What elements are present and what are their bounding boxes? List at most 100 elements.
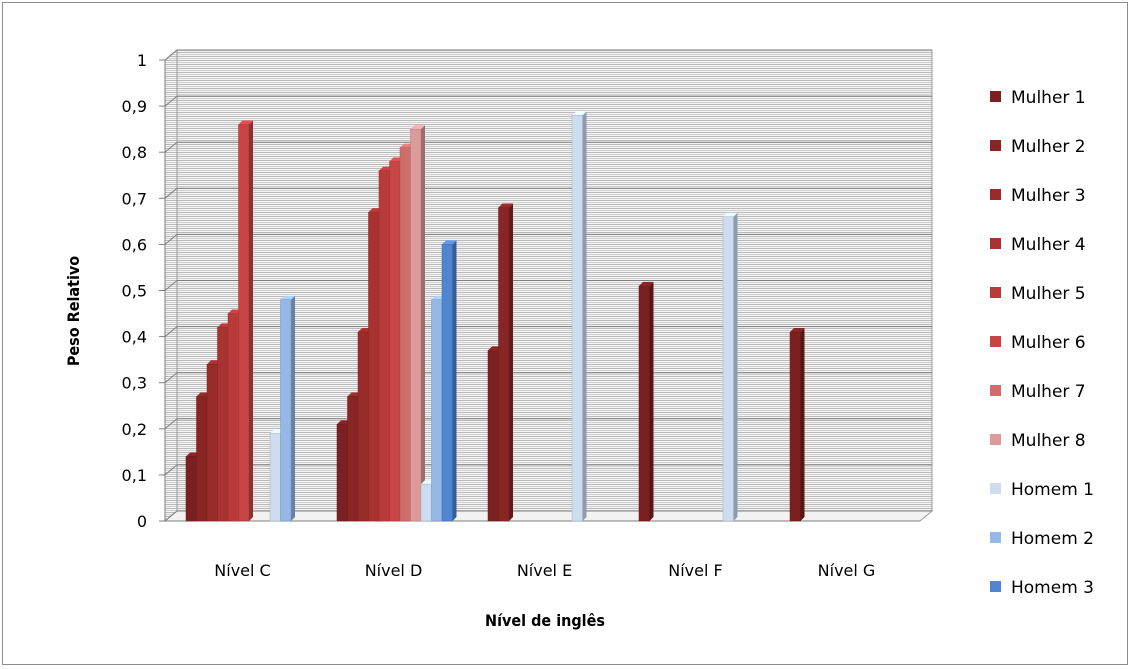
y-axis-title: Peso Relativo	[64, 256, 83, 366]
legend-label: Mulher 2	[1011, 137, 1086, 157]
gridline	[164, 187, 932, 199]
bar-front	[722, 216, 734, 522]
bar-top	[238, 120, 253, 125]
bar-front	[217, 327, 229, 522]
bar-front	[389, 161, 401, 522]
bar-front	[420, 483, 432, 522]
legend-swatch	[990, 189, 1001, 200]
y-tick-label: 0	[137, 512, 147, 531]
bar-front	[206, 364, 218, 522]
bar-front	[399, 147, 411, 522]
bar-top	[442, 240, 457, 245]
bar-front	[378, 170, 390, 522]
legend-swatch	[990, 287, 1001, 298]
bar	[789, 327, 805, 522]
legend-label: Homem 1	[1011, 480, 1094, 500]
bar-side	[649, 281, 654, 521]
legend-swatch	[990, 532, 1001, 543]
legend-swatch	[990, 91, 1001, 102]
legend-label: Mulher 3	[1011, 186, 1086, 206]
bar-side	[249, 120, 253, 521]
bar-front	[487, 350, 499, 522]
bar-front	[441, 244, 453, 522]
legend-label: Mulher 4	[1011, 235, 1086, 255]
bar-side	[452, 240, 457, 521]
legend-swatch	[990, 385, 1001, 396]
y-tick-label: 0,1	[122, 466, 147, 485]
bar-front	[238, 124, 250, 522]
bar	[238, 120, 253, 522]
bar-side	[421, 125, 425, 522]
gridline	[164, 49, 932, 61]
legend-swatch	[990, 238, 1001, 249]
legend-swatch	[990, 140, 1001, 151]
bar	[498, 203, 513, 522]
bar-top	[572, 111, 587, 116]
y-tick-label: 1	[137, 51, 147, 70]
legend-label: Mulher 5	[1011, 284, 1086, 304]
legend-label: Homem 3	[1011, 578, 1094, 598]
gridline	[164, 372, 932, 384]
bar	[410, 125, 425, 522]
bar-front	[336, 423, 348, 522]
legend-label: Mulher 7	[1011, 382, 1086, 402]
y-tick-label: 0,9	[122, 97, 147, 116]
x-category-label: Nível E	[517, 561, 572, 580]
bar	[280, 295, 295, 522]
legend-label: Mulher 6	[1011, 333, 1086, 353]
bar-front	[196, 396, 208, 522]
bar-top	[498, 203, 513, 208]
x-axis-title: Nível de inglês	[485, 611, 605, 630]
bar-top	[790, 327, 805, 332]
bar-front	[410, 128, 422, 522]
y-tick-label: 0,3	[122, 374, 147, 393]
y-tick-label: 0,6	[122, 235, 147, 254]
bar-front	[638, 285, 650, 522]
bar-front	[185, 456, 197, 522]
bar-front	[227, 313, 239, 522]
bar-side	[291, 295, 295, 521]
legend-label: Mulher 1	[1011, 88, 1086, 108]
legend: Mulher 1 Mulher 2 Mulher 3 Mulher 4 Mulher 5…	[990, 88, 1094, 598]
gridline	[164, 464, 932, 476]
x-category-label: Nível D	[365, 561, 423, 580]
bars	[185, 111, 805, 522]
bar	[638, 281, 654, 522]
legend-label: Homem 2	[1011, 529, 1094, 549]
bar-top	[410, 125, 425, 130]
legend-label: Mulher 8	[1011, 431, 1086, 451]
bar-front	[431, 299, 443, 522]
x-category-label: Nível C	[214, 561, 270, 580]
legend-swatch	[990, 434, 1001, 445]
bar-top	[280, 295, 295, 300]
gridlines	[159, 49, 932, 522]
gridline	[164, 280, 932, 291]
bar-side	[509, 203, 513, 521]
y-tick-label: 0,5	[122, 282, 147, 301]
x-axis-categories: Nível C Nível D Nível E Nível F Nível G	[214, 561, 875, 580]
gridline	[164, 233, 932, 245]
legend-swatch	[990, 483, 1001, 494]
bar-side	[800, 327, 805, 521]
legend-swatch	[990, 581, 1001, 592]
gridline	[164, 418, 932, 430]
bar-top	[639, 281, 654, 286]
gridline	[164, 95, 932, 107]
bar-front	[571, 115, 583, 522]
gridline	[164, 141, 932, 153]
bar-front	[269, 433, 281, 522]
y-tick-label: 0,4	[122, 328, 147, 347]
bar	[441, 240, 457, 522]
gridline	[164, 510, 932, 522]
bar	[571, 111, 587, 522]
y-tick-label: 0,8	[122, 143, 147, 162]
x-category-label: Nível G	[818, 561, 876, 580]
bar-top	[723, 212, 738, 217]
bar-front	[280, 299, 292, 522]
x-category-label: Nível F	[668, 561, 722, 580]
gridline	[164, 326, 932, 337]
y-tick-label: 0,7	[122, 189, 147, 208]
bar-side	[582, 111, 587, 521]
y-axis-ticks: 0 0,1 0,2 0,3 0,4 0,5 0,6 0,7 0,8 0,9 1	[122, 51, 147, 531]
